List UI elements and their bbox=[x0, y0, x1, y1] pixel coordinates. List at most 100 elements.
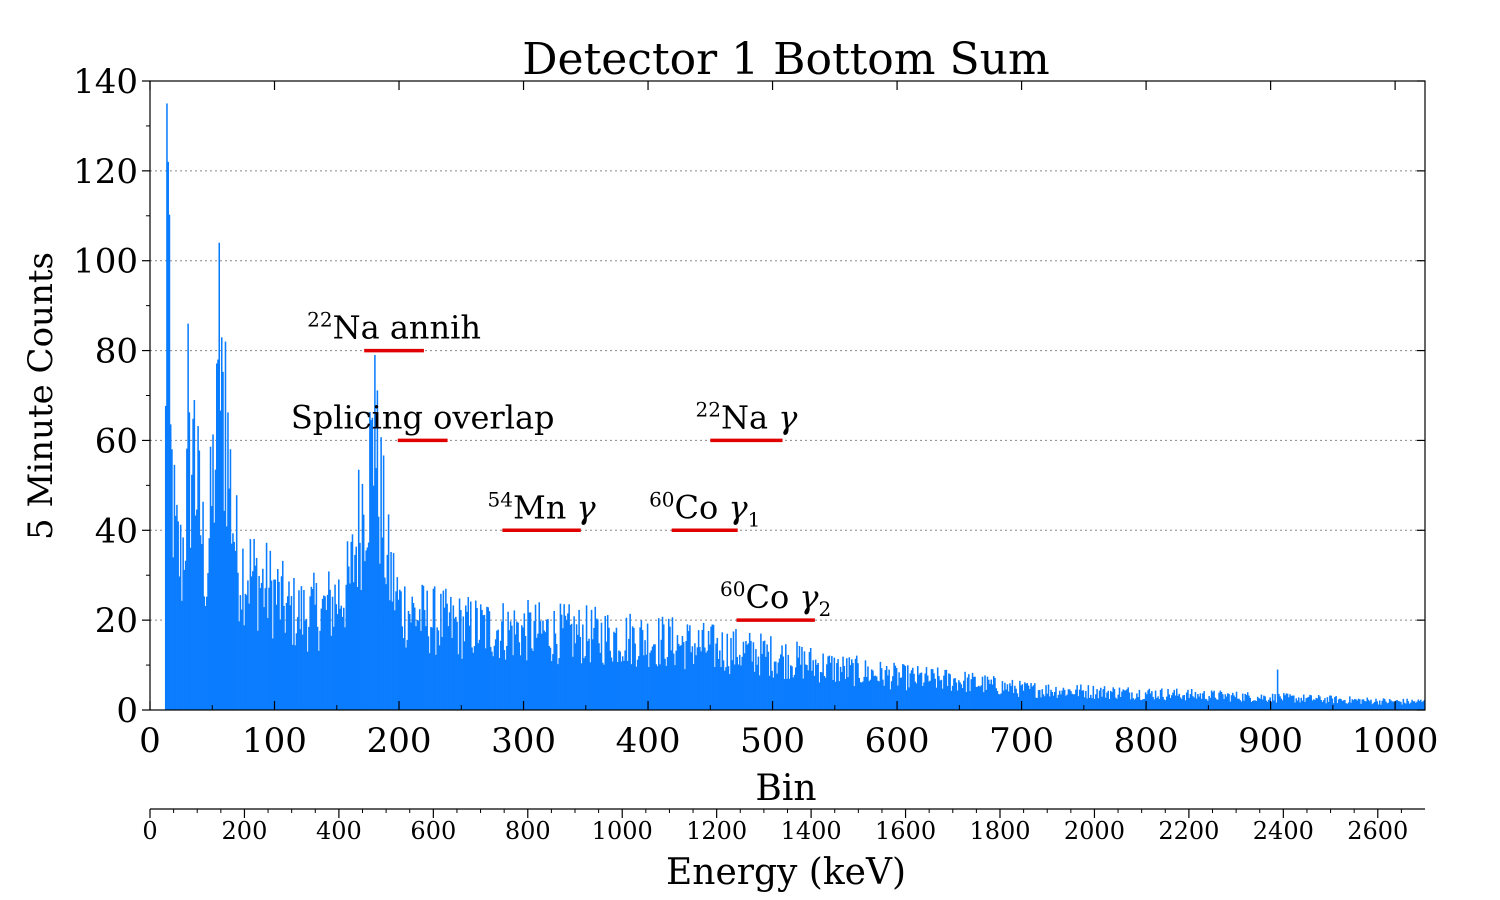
histogram-bar bbox=[1370, 699, 1372, 710]
histogram-bar bbox=[513, 610, 516, 710]
annotation-label: 22Na γ bbox=[695, 397, 798, 436]
histogram-bar bbox=[1306, 697, 1309, 710]
histogram-bar bbox=[675, 650, 677, 710]
histogram-bar bbox=[1278, 693, 1280, 710]
histogram-bar bbox=[1179, 697, 1182, 710]
histogram-bar bbox=[1281, 700, 1284, 710]
histogram-bar bbox=[1011, 679, 1014, 710]
histogram-bar bbox=[590, 609, 593, 710]
annotation-text: Co bbox=[746, 578, 800, 616]
histogram-bar bbox=[1197, 694, 1199, 710]
histogram-bar bbox=[1163, 699, 1166, 710]
histogram-bar bbox=[909, 673, 912, 710]
y-tick-label: 0 bbox=[116, 691, 138, 731]
histogram-bar bbox=[289, 605, 291, 710]
histogram-bar bbox=[680, 645, 682, 710]
histogram-bar bbox=[486, 606, 488, 710]
histogram-bar bbox=[860, 682, 863, 710]
histogram-bar bbox=[179, 524, 182, 710]
histogram-bar bbox=[1021, 684, 1024, 710]
histogram-bar bbox=[707, 630, 710, 710]
histogram-bar bbox=[412, 602, 415, 710]
histogram-bar bbox=[273, 579, 275, 710]
histogram-bar bbox=[197, 426, 199, 710]
histogram-bar bbox=[554, 633, 557, 710]
secondary-x-tick-label: 2200 bbox=[1158, 817, 1219, 845]
histogram-bar bbox=[234, 550, 237, 710]
histogram-bar bbox=[1390, 700, 1392, 710]
histogram-bar bbox=[496, 630, 498, 710]
histogram-bar bbox=[183, 569, 186, 710]
histogram-bar bbox=[315, 583, 318, 710]
histogram-bar bbox=[463, 641, 466, 710]
histogram-bar bbox=[1345, 703, 1347, 710]
histogram-bar bbox=[849, 665, 852, 710]
histogram-bar bbox=[1198, 696, 1200, 710]
histogram-bar bbox=[225, 526, 228, 710]
histogram-bar bbox=[524, 636, 527, 710]
histogram-bar bbox=[1309, 694, 1311, 710]
histogram-bar bbox=[1263, 695, 1265, 710]
isotope-mass-number: 60 bbox=[720, 577, 745, 601]
histogram-bar bbox=[1234, 697, 1237, 710]
histogram-bar bbox=[981, 676, 984, 710]
histogram-bar bbox=[630, 664, 633, 710]
histogram-bar bbox=[1326, 697, 1329, 710]
histogram-bar bbox=[730, 638, 732, 710]
histogram-bar bbox=[452, 605, 455, 710]
histogram-bar bbox=[919, 672, 922, 710]
histogram-bar bbox=[761, 653, 763, 710]
histogram-bar bbox=[182, 537, 184, 710]
histogram-bar bbox=[224, 341, 227, 710]
histogram-bar bbox=[842, 656, 844, 710]
histogram-bar bbox=[1209, 697, 1212, 710]
histogram-bar bbox=[199, 535, 202, 710]
histogram-bar bbox=[1016, 693, 1019, 710]
histogram-bar bbox=[614, 633, 616, 710]
histogram-bar bbox=[736, 656, 738, 710]
histogram-bar bbox=[928, 681, 930, 710]
histogram-bar bbox=[1250, 701, 1253, 710]
histogram-bar bbox=[469, 601, 472, 710]
histogram-bar bbox=[1418, 700, 1421, 710]
histogram-bar bbox=[1258, 698, 1260, 710]
histogram-bar bbox=[1274, 694, 1276, 710]
histogram-bar bbox=[1048, 696, 1051, 710]
histogram-bar bbox=[168, 214, 171, 710]
histogram-bar bbox=[408, 614, 411, 710]
histogram-bar bbox=[450, 596, 452, 710]
histogram-bar bbox=[624, 650, 626, 710]
histogram-bar bbox=[889, 689, 892, 710]
histogram-bar bbox=[443, 607, 446, 710]
histogram-bar bbox=[184, 560, 187, 710]
histogram-bar bbox=[788, 678, 791, 710]
histogram-bar bbox=[956, 690, 959, 710]
histogram-bar bbox=[1412, 701, 1415, 710]
histogram-bar bbox=[284, 632, 287, 710]
histogram-bar bbox=[468, 625, 471, 710]
histogram-bar bbox=[941, 688, 944, 710]
histogram-bar bbox=[392, 553, 395, 710]
histogram-bar bbox=[1147, 690, 1149, 710]
histogram-bar bbox=[623, 660, 625, 710]
histogram-bar bbox=[198, 450, 201, 710]
histogram-bar bbox=[1270, 701, 1273, 710]
histogram-bar bbox=[575, 624, 578, 710]
histogram-bar bbox=[557, 664, 559, 710]
histogram-bar bbox=[338, 579, 340, 710]
histogram-bar bbox=[1076, 685, 1078, 710]
histogram-bar bbox=[753, 671, 756, 710]
histogram-bar bbox=[1203, 691, 1205, 710]
histogram-bar bbox=[1190, 689, 1193, 710]
histogram-bar bbox=[1066, 694, 1068, 710]
histogram-bar bbox=[1035, 697, 1037, 710]
histogram-bar bbox=[741, 656, 743, 710]
histogram-bar bbox=[742, 641, 745, 710]
histogram-bar bbox=[898, 672, 900, 710]
histogram-bar bbox=[293, 577, 295, 710]
histogram-bar bbox=[1372, 703, 1375, 710]
histogram-bar bbox=[248, 603, 250, 710]
histogram-bar bbox=[745, 641, 747, 710]
histogram-bar bbox=[397, 599, 400, 710]
histogram-bar bbox=[1289, 694, 1291, 710]
